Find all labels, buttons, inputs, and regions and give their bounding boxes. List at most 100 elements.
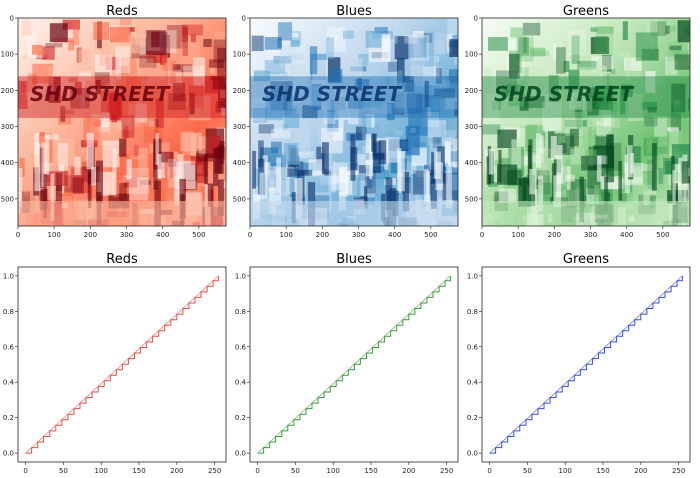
texture-block: [78, 49, 91, 73]
texture-block: [610, 112, 620, 128]
texture-block: [178, 95, 194, 105]
x-tick-label: 500: [424, 231, 437, 239]
texture-block: [542, 102, 562, 131]
texture-block: [49, 23, 68, 43]
texture-block: [217, 47, 226, 78]
figure-shape: [207, 183, 214, 208]
texture-block: [328, 172, 336, 193]
texture-block: [678, 122, 690, 151]
texture-block: [420, 38, 427, 57]
figure-shape: [322, 142, 329, 175]
texture-block: [448, 69, 458, 83]
texture-block: [619, 88, 626, 114]
texture-block: [122, 114, 140, 127]
texture-block: [101, 90, 119, 119]
texture-block: [396, 82, 417, 113]
texture-block: [94, 72, 110, 89]
texture-block: [441, 80, 450, 88]
street-sign-text: SHD STREET: [494, 82, 634, 106]
texture-block: [394, 130, 404, 136]
texture-block: [570, 148, 585, 165]
texture-block: [434, 88, 455, 99]
y-tick-label: 0: [10, 15, 14, 23]
texture-block: [576, 107, 582, 130]
panel-title: Blues: [336, 4, 372, 19]
y-tick-label: 200: [1, 87, 14, 95]
texture-block: [123, 175, 129, 183]
texture-block: [284, 108, 300, 129]
texture-block: [424, 80, 429, 108]
x-tick-label: 200: [402, 467, 415, 475]
texture-block: [432, 137, 442, 149]
texture-block: [414, 134, 436, 147]
figure-shape: [433, 151, 441, 179]
figure-shape: [50, 173, 55, 222]
texture-block: [424, 164, 435, 173]
figure-shape: [606, 134, 615, 183]
texture-block: [525, 78, 548, 100]
figure-shape: [86, 132, 94, 170]
texture-block: [647, 159, 655, 189]
texture-block: [258, 124, 275, 134]
figure-shape: [252, 150, 256, 189]
texture-block: [172, 83, 185, 101]
texture-block: [493, 160, 501, 166]
x-tick-label: 400: [620, 231, 633, 239]
image-svg-reds: Reds SHD STREET 0 100 200 300 400 500 0 100 200 300…: [1, 4, 227, 239]
series-line: [25, 275, 219, 454]
texture-block: [209, 75, 226, 81]
texture-block: [167, 159, 176, 188]
y-tick-label: 100: [1, 51, 14, 59]
texture-block: [360, 99, 382, 108]
y-tick-label: 200: [233, 87, 246, 95]
texture-block: [511, 139, 521, 169]
figure-shape: [550, 135, 557, 161]
y-tick-label: 0.2: [3, 414, 14, 422]
texture-block: [627, 93, 643, 122]
chart-title: Blues: [336, 252, 372, 267]
texture-block: [279, 45, 297, 70]
texture-block: [222, 180, 226, 189]
texture-block: [393, 83, 406, 109]
figure-shape: [630, 152, 635, 174]
plot-frame: [249, 266, 459, 463]
figure-shape: [677, 157, 683, 203]
texture-block: [440, 124, 458, 143]
texture-block: [625, 53, 632, 80]
y-tick-label: 0.8: [3, 308, 14, 316]
texture-block: [410, 56, 425, 81]
x-tick-label: 0: [16, 231, 20, 239]
figure-shape: [398, 151, 405, 192]
texture-block: [45, 43, 63, 48]
texture-block: [326, 37, 335, 60]
texture-block: [597, 223, 612, 226]
texture-block: [390, 21, 398, 44]
texture-block: [432, 96, 441, 111]
texture-block: [27, 91, 34, 106]
texture-block: [522, 22, 541, 36]
texture-block: [168, 70, 183, 86]
texture-block: [577, 60, 598, 70]
texture-block: [70, 87, 90, 109]
figure-shape: [119, 138, 127, 157]
texture-block: [596, 65, 607, 92]
texture-block: [444, 129, 456, 152]
texture-block: [291, 31, 302, 45]
texture-block: [579, 67, 599, 76]
texture-block: [23, 190, 29, 196]
texture-block: [505, 81, 524, 90]
texture-block: [126, 76, 148, 104]
y-tick-label: 0.8: [467, 308, 478, 316]
texture-block: [128, 34, 139, 45]
texture-block: [42, 46, 55, 60]
y-tick-label: 500: [465, 195, 478, 203]
texture-block: [193, 125, 199, 133]
texture-block: [669, 25, 676, 32]
figure-shape: [268, 187, 277, 214]
y-tick-label: 0.2: [235, 414, 246, 422]
texture-block: [190, 133, 197, 157]
figure-shape: [217, 145, 224, 175]
texture-block: [172, 64, 193, 73]
texture-block: [564, 120, 587, 127]
texture-block: [589, 176, 598, 185]
